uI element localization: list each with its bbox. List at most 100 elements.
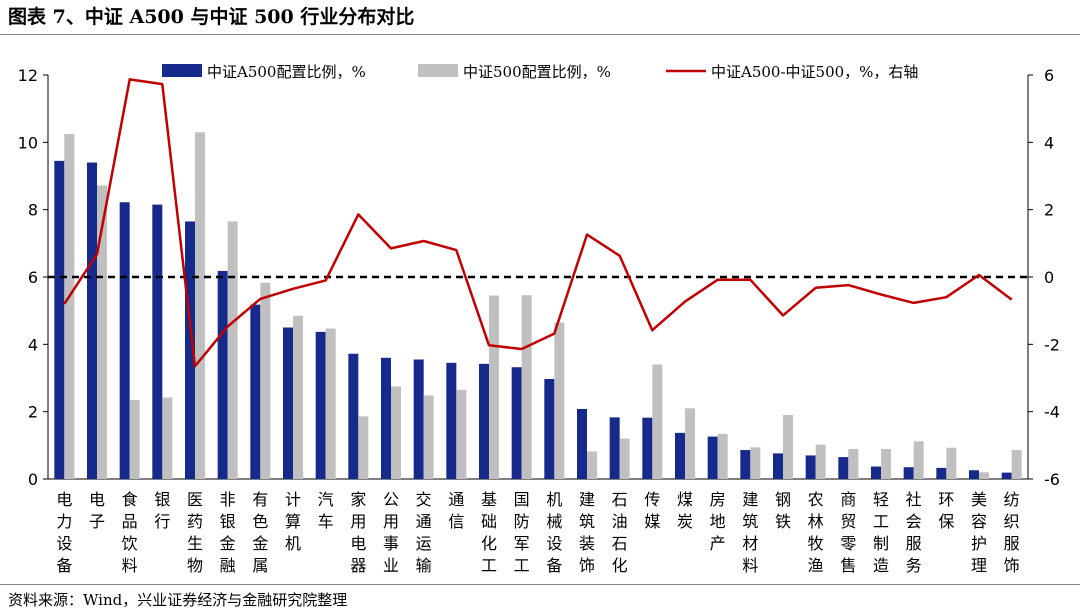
category-label: 建筑材料: [742, 490, 758, 575]
bar-zz500: [946, 447, 957, 479]
category-label: 商贸零售: [840, 490, 856, 575]
bar-zz500: [913, 441, 924, 479]
bar-a500: [871, 466, 881, 479]
bar-a500: [315, 331, 326, 479]
category-label: 煤炭: [677, 490, 693, 531]
bar-a500: [544, 379, 555, 479]
legend-swatch-zz500: [418, 64, 458, 77]
bar-a500: [413, 359, 424, 479]
bar-a500: [283, 327, 293, 479]
bar-a500: [903, 467, 914, 479]
category-label: 交通运输: [416, 490, 432, 575]
left-tick-label: 8: [28, 201, 38, 220]
bar-a500: [936, 467, 947, 479]
bar-a500: [773, 453, 783, 479]
category-label: 银行: [154, 490, 170, 531]
bar-zz500: [489, 295, 499, 479]
bar-zz500: [1011, 450, 1022, 479]
right-tick-label: -6: [1044, 470, 1060, 489]
bar-zz500: [325, 328, 336, 479]
bar-zz500: [848, 449, 859, 479]
category-label: 食品饮料: [122, 490, 138, 575]
left-tick-label: 0: [28, 470, 38, 489]
bar-zz500: [195, 132, 205, 479]
category-label: 电力设备: [56, 490, 72, 575]
bar-a500: [381, 357, 391, 479]
category-label: 农林牧渔: [808, 490, 824, 575]
right-tick-label: 0: [1044, 268, 1054, 287]
bar-a500: [250, 304, 261, 479]
bar-zz500: [358, 416, 369, 479]
category-label: 传媒: [644, 490, 660, 531]
bar-zz500: [652, 364, 663, 479]
category-label: 汽车: [318, 490, 334, 531]
right-tick-label: 6: [1044, 66, 1054, 85]
category-label: 纺织服饰: [1004, 490, 1020, 575]
bar-zz500: [97, 185, 107, 479]
category-label: 通信: [448, 490, 464, 531]
bar-zz500: [162, 397, 173, 479]
category-label: 钢铁: [775, 490, 791, 531]
bar-a500: [675, 432, 685, 479]
category-label: 环保: [938, 490, 954, 531]
bar-a500: [969, 470, 979, 479]
category-label: 基础化工: [481, 490, 497, 575]
bar-a500: [54, 160, 65, 479]
bar-a500: [348, 353, 359, 479]
bar-zz500: [64, 133, 75, 479]
bar-a500: [119, 202, 130, 479]
title-divider: [0, 34, 1080, 35]
bar-a500: [87, 162, 97, 480]
bar-zz500: [717, 433, 728, 479]
bar-zz500: [881, 449, 891, 479]
bar-a500: [152, 204, 163, 479]
bar-zz500: [815, 444, 826, 479]
category-label: 家用电器: [350, 490, 366, 575]
category-label: 公用事业: [383, 490, 399, 575]
category-label: 机械设备: [546, 490, 562, 575]
legend-label-zz500: 中证500配置比例，%: [463, 63, 611, 81]
bar-zz500: [979, 472, 989, 479]
left-tick-label: 2: [28, 403, 38, 422]
bar-zz500: [260, 282, 271, 479]
category-label: 美容护理: [971, 490, 987, 575]
bar-a500: [446, 362, 457, 479]
line-difference: [63, 78, 1013, 368]
category-label: 医药生物: [187, 490, 203, 575]
category-label: 有色金属: [252, 490, 268, 575]
bar-a500: [577, 408, 587, 479]
bar-zz500: [587, 451, 597, 479]
category-label: 石油石化: [612, 490, 628, 575]
bar-a500: [805, 455, 816, 479]
right-tick-label: -4: [1044, 403, 1060, 422]
source-divider: [0, 584, 1080, 585]
category-label: 轻工制造: [873, 490, 889, 575]
category-label: 社会服务: [906, 490, 922, 575]
category-label: 计算机: [285, 490, 301, 553]
legend-label-a500: 中证A500配置比例，%: [207, 63, 366, 81]
legend-swatch-a500: [162, 64, 202, 77]
bar-a500: [511, 367, 522, 479]
right-tick-label: 2: [1044, 201, 1054, 220]
bar-a500: [740, 450, 751, 479]
category-label: 房地产: [710, 490, 726, 553]
bar-zz500: [783, 415, 793, 479]
bar-zz500: [619, 438, 630, 479]
category-label: 国防军工: [514, 490, 530, 575]
legend-label-diff: 中证A500-中证500，%，右轴: [711, 63, 918, 81]
category-label: 非银金融: [220, 490, 236, 575]
bar-zz500: [423, 395, 434, 479]
right-tick-label: -2: [1044, 335, 1060, 354]
bar-a500: [1001, 472, 1012, 479]
bar-zz500: [227, 221, 238, 479]
bar-a500: [609, 417, 620, 479]
left-tick-label: 12: [18, 66, 38, 85]
bar-zz500: [750, 447, 761, 479]
bar-zz500: [293, 315, 303, 479]
bar-zz500: [521, 295, 532, 479]
bar-zz500: [391, 386, 401, 479]
right-tick-label: 4: [1044, 133, 1054, 152]
bar-zz500: [685, 408, 695, 479]
bar-a500: [707, 436, 718, 479]
